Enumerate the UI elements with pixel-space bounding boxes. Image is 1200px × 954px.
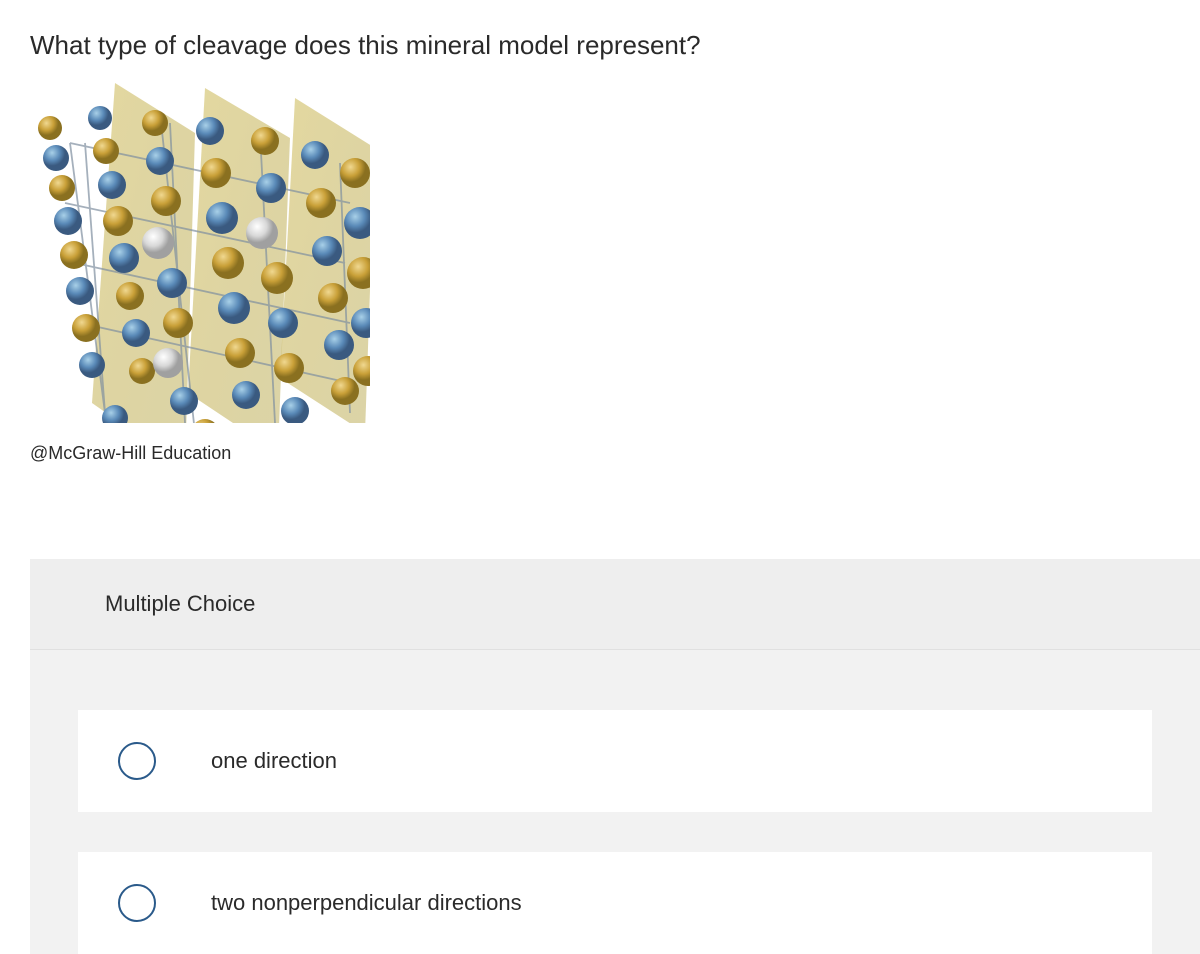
radio-icon[interactable] xyxy=(118,884,156,922)
option-one-direction[interactable]: one direction xyxy=(78,710,1152,812)
option-label: one direction xyxy=(211,748,337,774)
answer-section: Multiple Choice one direction two nonper… xyxy=(30,559,1200,954)
options-container: one direction two nonperpendicular direc… xyxy=(30,650,1200,954)
image-attribution: @McGraw-Hill Education xyxy=(30,443,1170,464)
radio-icon[interactable] xyxy=(118,742,156,780)
question-text: What type of cleavage does this mineral … xyxy=(30,30,1170,61)
option-label: two nonperpendicular directions xyxy=(211,890,522,916)
option-two-nonperpendicular[interactable]: two nonperpendicular directions xyxy=(78,852,1152,954)
section-header: Multiple Choice xyxy=(30,559,1200,650)
mineral-model-image xyxy=(30,73,370,423)
